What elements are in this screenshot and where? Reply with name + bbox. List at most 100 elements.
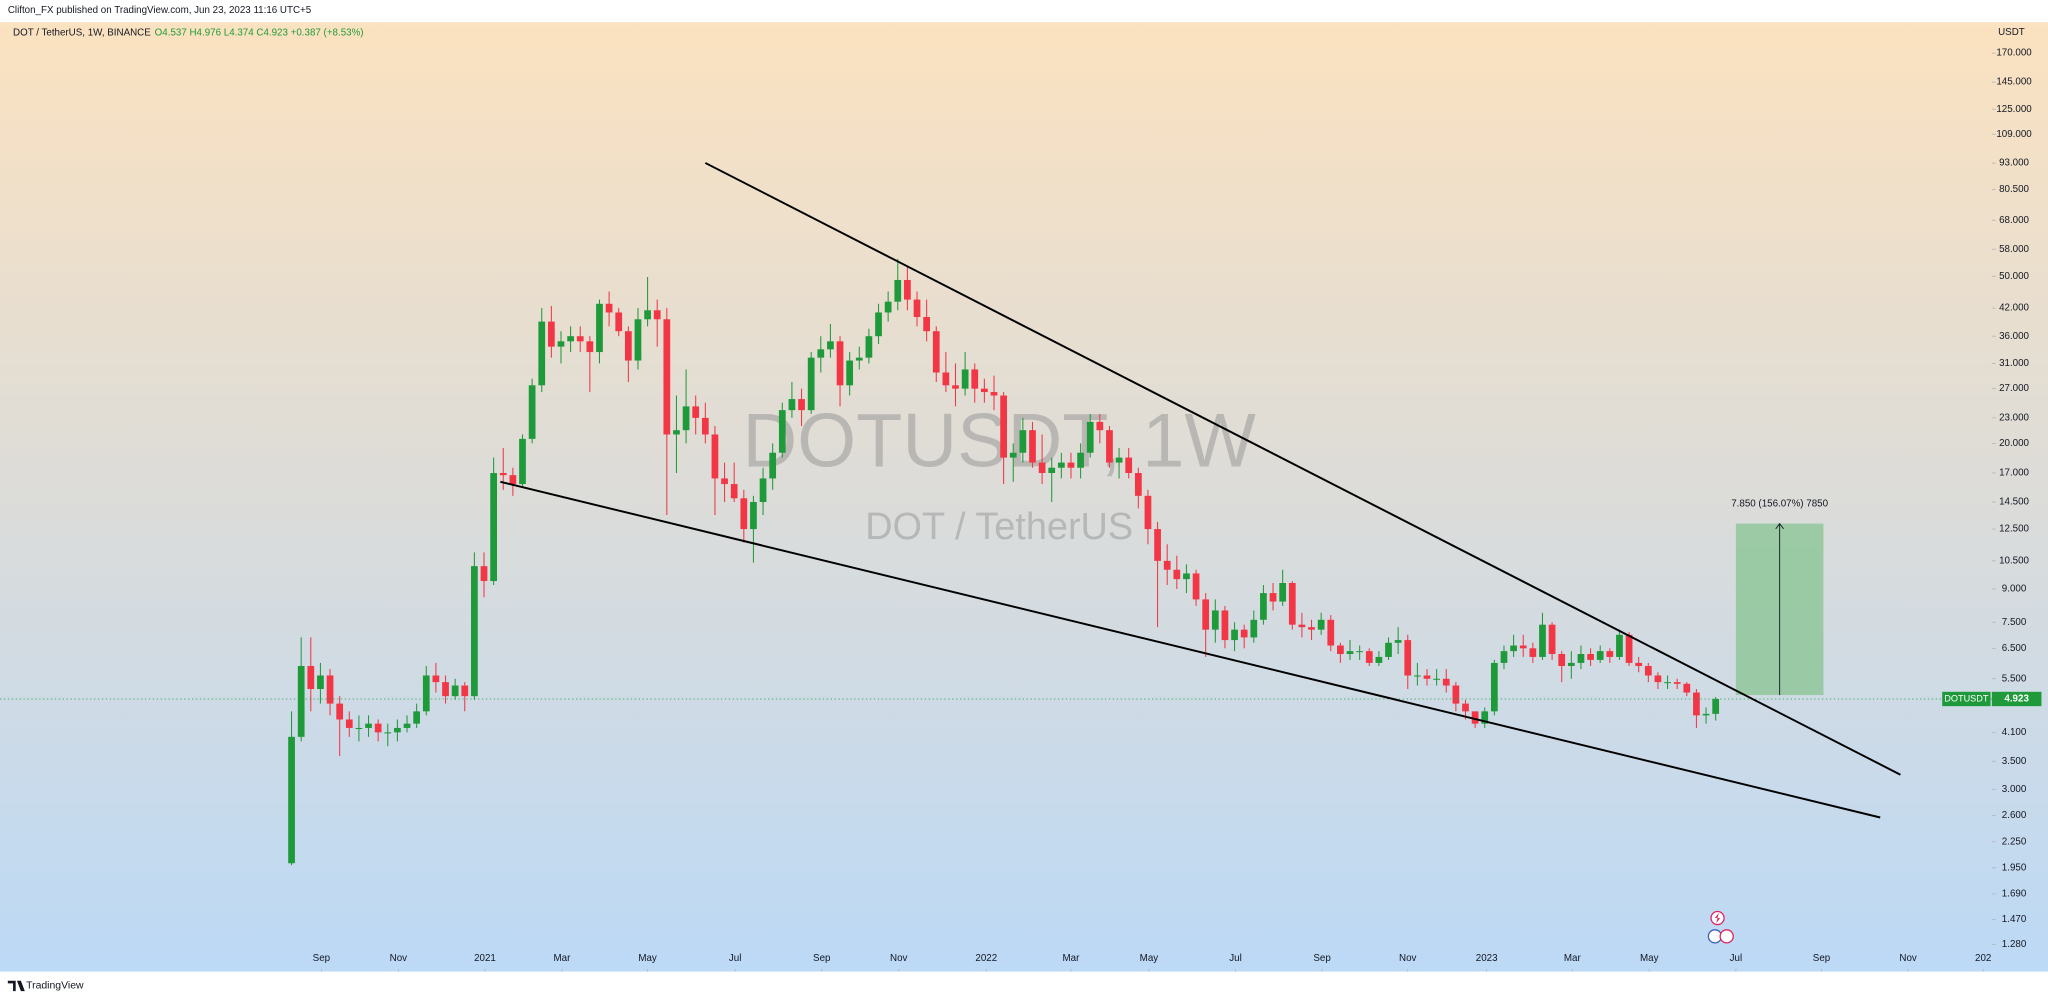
candle-body [1250,619,1258,638]
candle-body [634,319,642,361]
candle-body [682,406,690,431]
candle-body [1308,627,1315,630]
candle-body [605,303,613,313]
candle-body [990,392,998,396]
candle-body [1423,675,1431,679]
candle-body [1221,610,1229,641]
candle-body [1519,645,1527,649]
brand: TradingView [7,981,84,992]
candle-body [644,310,651,320]
candle-body [1096,421,1104,431]
candle-body [663,319,671,435]
candle-body [557,341,565,347]
candle-body [1125,457,1133,474]
candle-body [1712,698,1720,714]
candle-body [1442,678,1450,686]
candle-body [913,299,921,317]
x-tick-label: Nov [1399,953,1417,964]
candle-body [499,473,507,476]
candle-body [1173,569,1181,580]
candle-body [1009,452,1017,458]
y-tick-label: 31.000 [1999,358,2029,369]
candle-body [374,723,382,733]
x-tick-label: 202 [1975,953,1991,964]
candle-body [1134,473,1142,496]
candle-body [1394,640,1402,643]
candle-body [1288,582,1296,625]
candle-body [894,279,902,302]
candle-body [1606,651,1614,657]
x-tick-label: 2022 [975,953,997,964]
candle-body [1500,651,1508,663]
candle-body [1596,651,1604,660]
y-tick-label: 5.500 [2002,673,2027,684]
candle-body [865,336,873,358]
candle-body [1337,645,1344,655]
candle-body [875,312,882,337]
candle-body [1077,452,1084,468]
candle-body [827,341,834,350]
y-tick-label: 50.000 [1999,271,2029,282]
y-tick-label: 80.500 [1999,184,2029,195]
candle-body [1057,462,1065,468]
candle-body [1038,462,1046,474]
candle-body [576,336,584,342]
candle-body [615,312,623,332]
y-tick-label: 17.000 [1999,468,2029,479]
candle-body [952,385,959,389]
event-icons [1707,910,1734,944]
y-tick-label: 36.000 [1999,331,2029,342]
candle-body [1067,462,1075,468]
candle-body [1000,395,1007,458]
candle-body [1693,692,1700,716]
candle-body [451,685,459,697]
price-tag: 4.923 [2004,694,2029,705]
candle-body [1298,624,1306,628]
candle-body [1183,573,1190,580]
event-icon[interactable] [1710,910,1725,926]
candle-body [509,475,517,485]
candle-body [288,736,295,864]
y-tick-label: 1.950 [2002,862,2027,873]
event-icon-glyph [1714,912,1721,924]
candle-body [1673,682,1681,684]
candle-body [1635,662,1643,666]
candle-body [1115,457,1123,463]
candle-body [769,452,777,479]
candle-body [1702,713,1710,716]
candle-body [1327,619,1335,646]
candle-body [586,341,594,353]
x-tick-label: Nov [390,953,408,964]
candle-body [836,341,844,386]
event-icon[interactable] [1719,929,1734,944]
y-tick-label: 170.000 [1996,48,2032,59]
candle-body [701,417,709,435]
y-tick-label: 6.500 [2002,643,2027,654]
candle-body [403,723,411,728]
watermark: DOTUSDT, 1W [742,399,1256,484]
candle-body [1231,629,1238,641]
x-tick-label: Mar [1564,953,1582,964]
x-tick-label: Sep [313,953,331,964]
candle-body [1587,654,1594,660]
y-tick-label: 1.280 [2002,939,2027,950]
candle-body [547,321,555,347]
trend-line [500,480,1881,819]
y-tick-label: 93.000 [1999,158,2029,169]
x-tick-label: Nov [1899,953,1917,964]
candle-body [884,301,892,313]
candle-body [336,703,344,720]
price-tag-bg [1991,691,2042,707]
candle-body [942,372,950,386]
candle-body [1577,654,1585,663]
y-tick-label: 7.500 [2002,617,2027,628]
candle-body [1144,495,1152,530]
symbol-title: DOT / TetherUS, 1W, BINANCE [13,27,151,38]
candle-body [365,723,372,728]
candle-body [1664,682,1671,684]
candle-body [721,478,728,485]
candle-body [480,566,488,582]
trend-line [704,162,1901,776]
y-tick-label: 27.000 [1999,383,2029,394]
